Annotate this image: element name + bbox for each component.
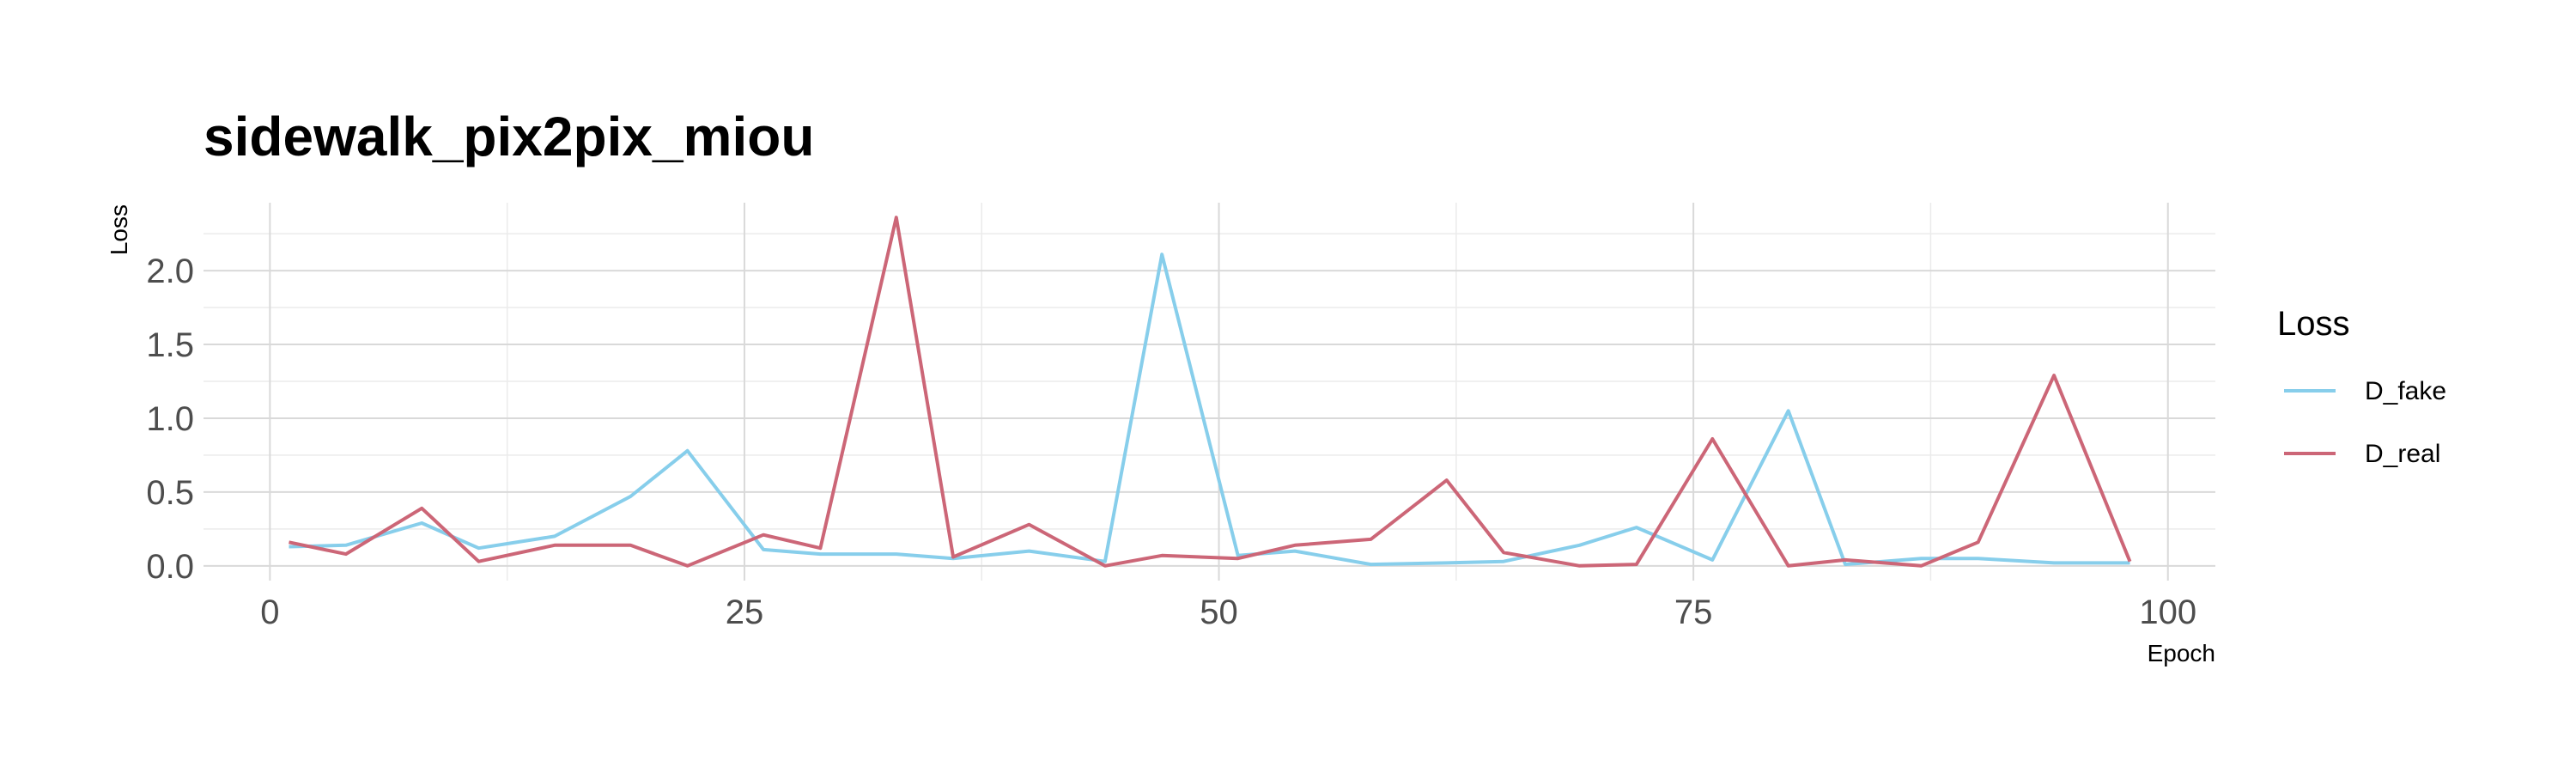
- y-tick-label: 1.0: [146, 400, 194, 438]
- x-tick-label: 100: [2139, 593, 2196, 631]
- y-tick-label: 0.0: [146, 548, 194, 586]
- series-lines: [289, 216, 2132, 568]
- x-axis-tick-labels: 0 25 50 75 100: [260, 593, 2196, 631]
- legend-label: D_fake: [2365, 377, 2446, 405]
- legend: Loss D_fake D_real: [2277, 305, 2446, 468]
- grid-lines: [204, 203, 2215, 581]
- legend-label: D_real: [2365, 440, 2440, 468]
- y-axis-title: Loss: [106, 204, 132, 255]
- x-tick-label: 75: [1674, 593, 1713, 631]
- series-line-d-fake: [289, 253, 2130, 567]
- legend-title: Loss: [2277, 305, 2350, 343]
- x-tick-label: 0: [260, 593, 279, 631]
- y-tick-label: 1.5: [146, 326, 194, 364]
- series-line-d-real: [289, 216, 2132, 568]
- x-axis-title: Epoch: [2148, 640, 2215, 666]
- x-tick-label: 50: [1200, 593, 1238, 631]
- y-tick-label: 2.0: [146, 253, 194, 290]
- legend-items: D_fake D_real: [2284, 377, 2446, 468]
- chart-title: sidewalk_pix2pix_miou: [204, 106, 814, 167]
- y-tick-label: 0.5: [146, 474, 194, 512]
- y-axis-tick-labels: 0.0 0.5 1.0 1.5 2.0: [146, 253, 194, 586]
- x-tick-label: 25: [726, 593, 764, 631]
